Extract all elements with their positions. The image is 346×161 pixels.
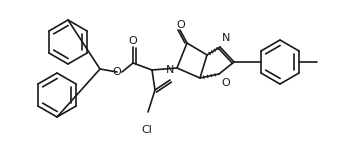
Text: O: O	[129, 36, 137, 46]
Text: O: O	[221, 78, 230, 88]
Text: O: O	[113, 67, 121, 77]
Text: Cl: Cl	[142, 125, 153, 135]
Text: N: N	[222, 33, 230, 43]
Text: O: O	[176, 20, 185, 30]
Text: N: N	[166, 65, 174, 75]
